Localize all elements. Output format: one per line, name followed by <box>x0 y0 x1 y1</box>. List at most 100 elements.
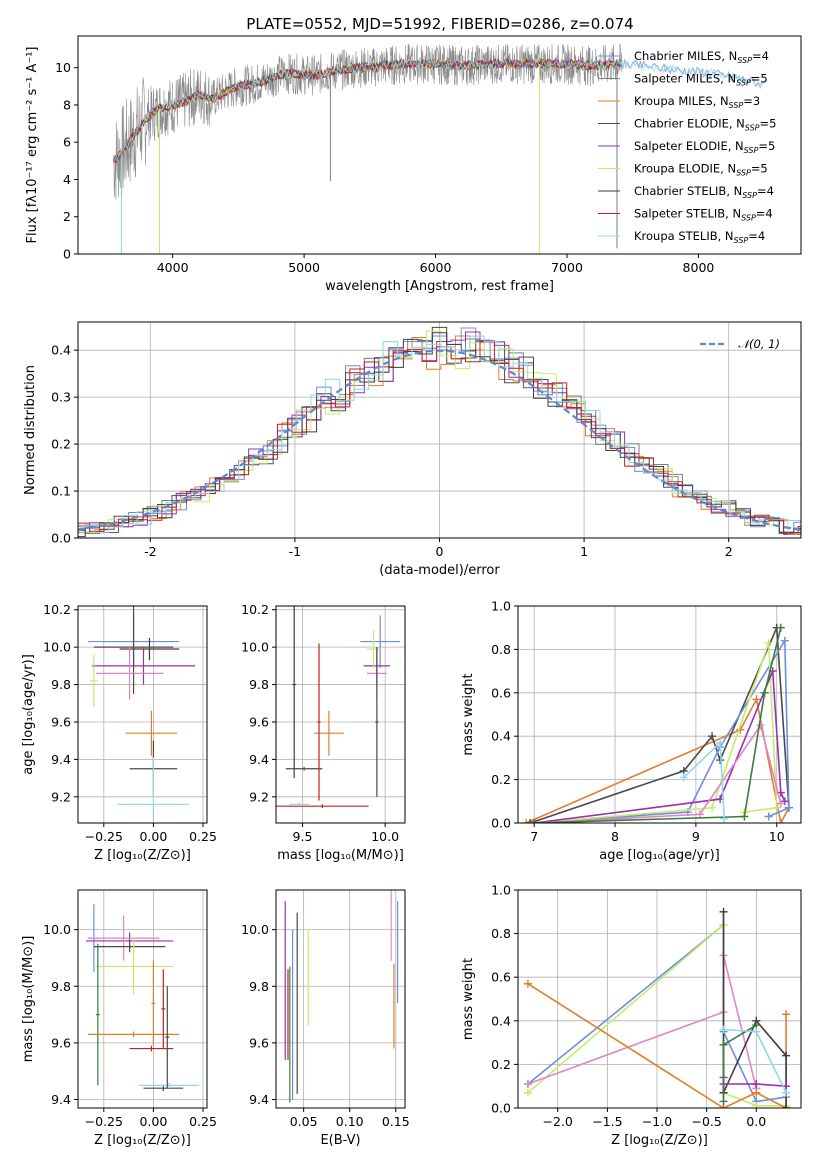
residuals-panel: -2 -1 0 1 2 0.0 0.1 0.2 0.3 0.4 (data-model)/error… <box>23 321 802 578</box>
errorbar-point <box>165 986 170 1089</box>
series-line <box>529 627 790 823</box>
series-marker <box>752 1027 761 1036</box>
legend-name: Salpeter ELODIE, N <box>634 139 744 153</box>
y-tick-label: 8 <box>63 97 71 112</box>
x-tick-label: 4000 <box>157 260 189 275</box>
series-marker <box>708 803 717 812</box>
errorbar-point <box>139 1082 200 1089</box>
y-tick-label: 1.0 <box>491 883 511 898</box>
y-axis-label: mass weight <box>461 673 476 755</box>
y-tick-label: 9.8 <box>51 979 71 994</box>
y-tick-label: 0.6 <box>491 970 511 985</box>
y-tick-label: 0.4 <box>491 1013 511 1028</box>
errorbar-point <box>87 915 160 961</box>
mw-vs-z-frame <box>517 889 802 1109</box>
series-marker <box>719 1025 728 1034</box>
x-tick-label: 0.00 <box>139 1114 167 1129</box>
legend-count: =4 <box>756 207 773 221</box>
series-marker <box>784 803 793 812</box>
series-marker <box>720 814 729 823</box>
mass-vs-ebv-plot-area <box>284 890 399 1103</box>
residual-histogram <box>78 332 801 538</box>
series-line <box>534 723 782 823</box>
series-line <box>534 627 782 823</box>
x-tick-label: 6000 <box>420 260 452 275</box>
y-tick-label: 0.0 <box>491 816 511 831</box>
legend-sub: SSP <box>742 191 757 200</box>
residual-histogram <box>79 330 801 535</box>
normal-reference-curve <box>78 349 801 531</box>
series-marker <box>752 695 761 704</box>
series-marker <box>764 812 773 821</box>
legend-entry: Kroupa MILES, NSSP=3 <box>634 94 760 110</box>
y-tick-label: 0.0 <box>51 531 71 546</box>
series-line <box>722 911 787 1108</box>
legend-entry: 𝒩(0, 1) <box>738 337 780 351</box>
mass-weight-series <box>719 1025 791 1097</box>
x-axis-label: Z [log₁₀(Z/Z⊙)] <box>94 1133 191 1148</box>
mw-vs-age-plot-area <box>522 623 793 823</box>
x-axis-label: age [log₁₀(age/yr)] <box>599 848 720 863</box>
series-marker <box>695 810 704 819</box>
series-marker <box>716 738 725 747</box>
series-marker <box>780 636 789 645</box>
legend-count: =4 <box>757 184 774 198</box>
x-tick-label: −1.5 <box>592 1114 622 1129</box>
series-marker <box>776 623 785 632</box>
series-marker <box>526 819 535 823</box>
series-marker <box>530 819 539 823</box>
y-tick-label: 10.2 <box>241 602 269 617</box>
x-tick-label: 0.25 <box>189 1114 217 1129</box>
mass-weight-series <box>679 738 729 823</box>
x-tick-label: −1.0 <box>642 1114 672 1129</box>
series-marker <box>719 907 728 916</box>
series-marker <box>782 1051 791 1060</box>
errorbar-point <box>89 654 98 708</box>
legend-count: =5 <box>760 117 777 131</box>
residuals-frame <box>77 321 802 539</box>
errorbar-point <box>317 643 321 801</box>
mw-vs-age-panel: 7 8 9 10 0.0 0.2 0.4 0.6 0.8 1.0 age [log₁₀(age/yr… <box>461 599 802 863</box>
legend-sub: SSP <box>745 124 760 133</box>
residuals-plot-area <box>78 326 801 538</box>
series-line <box>525 696 790 823</box>
legend-count: =5 <box>751 162 768 176</box>
series-marker <box>740 812 749 821</box>
y-tick-label: 0.4 <box>491 729 511 744</box>
y-tick-label: 0.2 <box>51 437 71 452</box>
y-tick-label: 10.2 <box>43 602 71 617</box>
errorbar-point <box>292 606 296 779</box>
y-tick-label: 9.4 <box>51 752 71 767</box>
y-tick-label: 9.2 <box>51 789 71 804</box>
series-marker <box>752 1088 761 1097</box>
residual-histogram <box>79 335 801 534</box>
y-tick-label: 10.0 <box>43 922 71 937</box>
y-tick-label: 0.2 <box>491 1057 511 1072</box>
x-tick-label: −2.0 <box>543 1114 573 1129</box>
series-marker <box>523 979 532 988</box>
y-tick-label: 9.4 <box>249 1092 269 1107</box>
age-vs-mass-plot-area <box>276 606 401 809</box>
x-tick-label: −0.25 <box>85 1114 123 1129</box>
legend-sub: SSP <box>741 214 756 223</box>
mass-weight-series <box>530 638 781 823</box>
x-tick-label: 8 <box>611 829 619 844</box>
mass-vs-z-panel: −0.25 0.00 0.25 9.4 9.6 9.8 10.0 Z [log₁₀(Z/Z⊙)… <box>21 889 217 1148</box>
y-tick-label: 9.6 <box>249 714 269 729</box>
model-spectrum <box>114 58 622 164</box>
series-marker <box>782 1010 791 1019</box>
x-tick-label: 0.0 <box>746 1114 766 1129</box>
mass-weight-series <box>523 951 761 1093</box>
series-marker <box>782 1088 791 1097</box>
legend-name: Kroupa ELODIE, N <box>634 162 736 176</box>
y-tick-label: 0.6 <box>491 685 511 700</box>
legend-sub: SSP <box>737 56 752 65</box>
legend-entry: Chabrier STELIB, NSSP=4 <box>634 184 774 200</box>
y-tick-label: 10.0 <box>43 640 71 655</box>
errorbar-point <box>87 1031 180 1038</box>
mass-weight-series <box>530 636 793 823</box>
mass-weight-series <box>530 721 785 823</box>
errorbar-point <box>161 969 166 1049</box>
